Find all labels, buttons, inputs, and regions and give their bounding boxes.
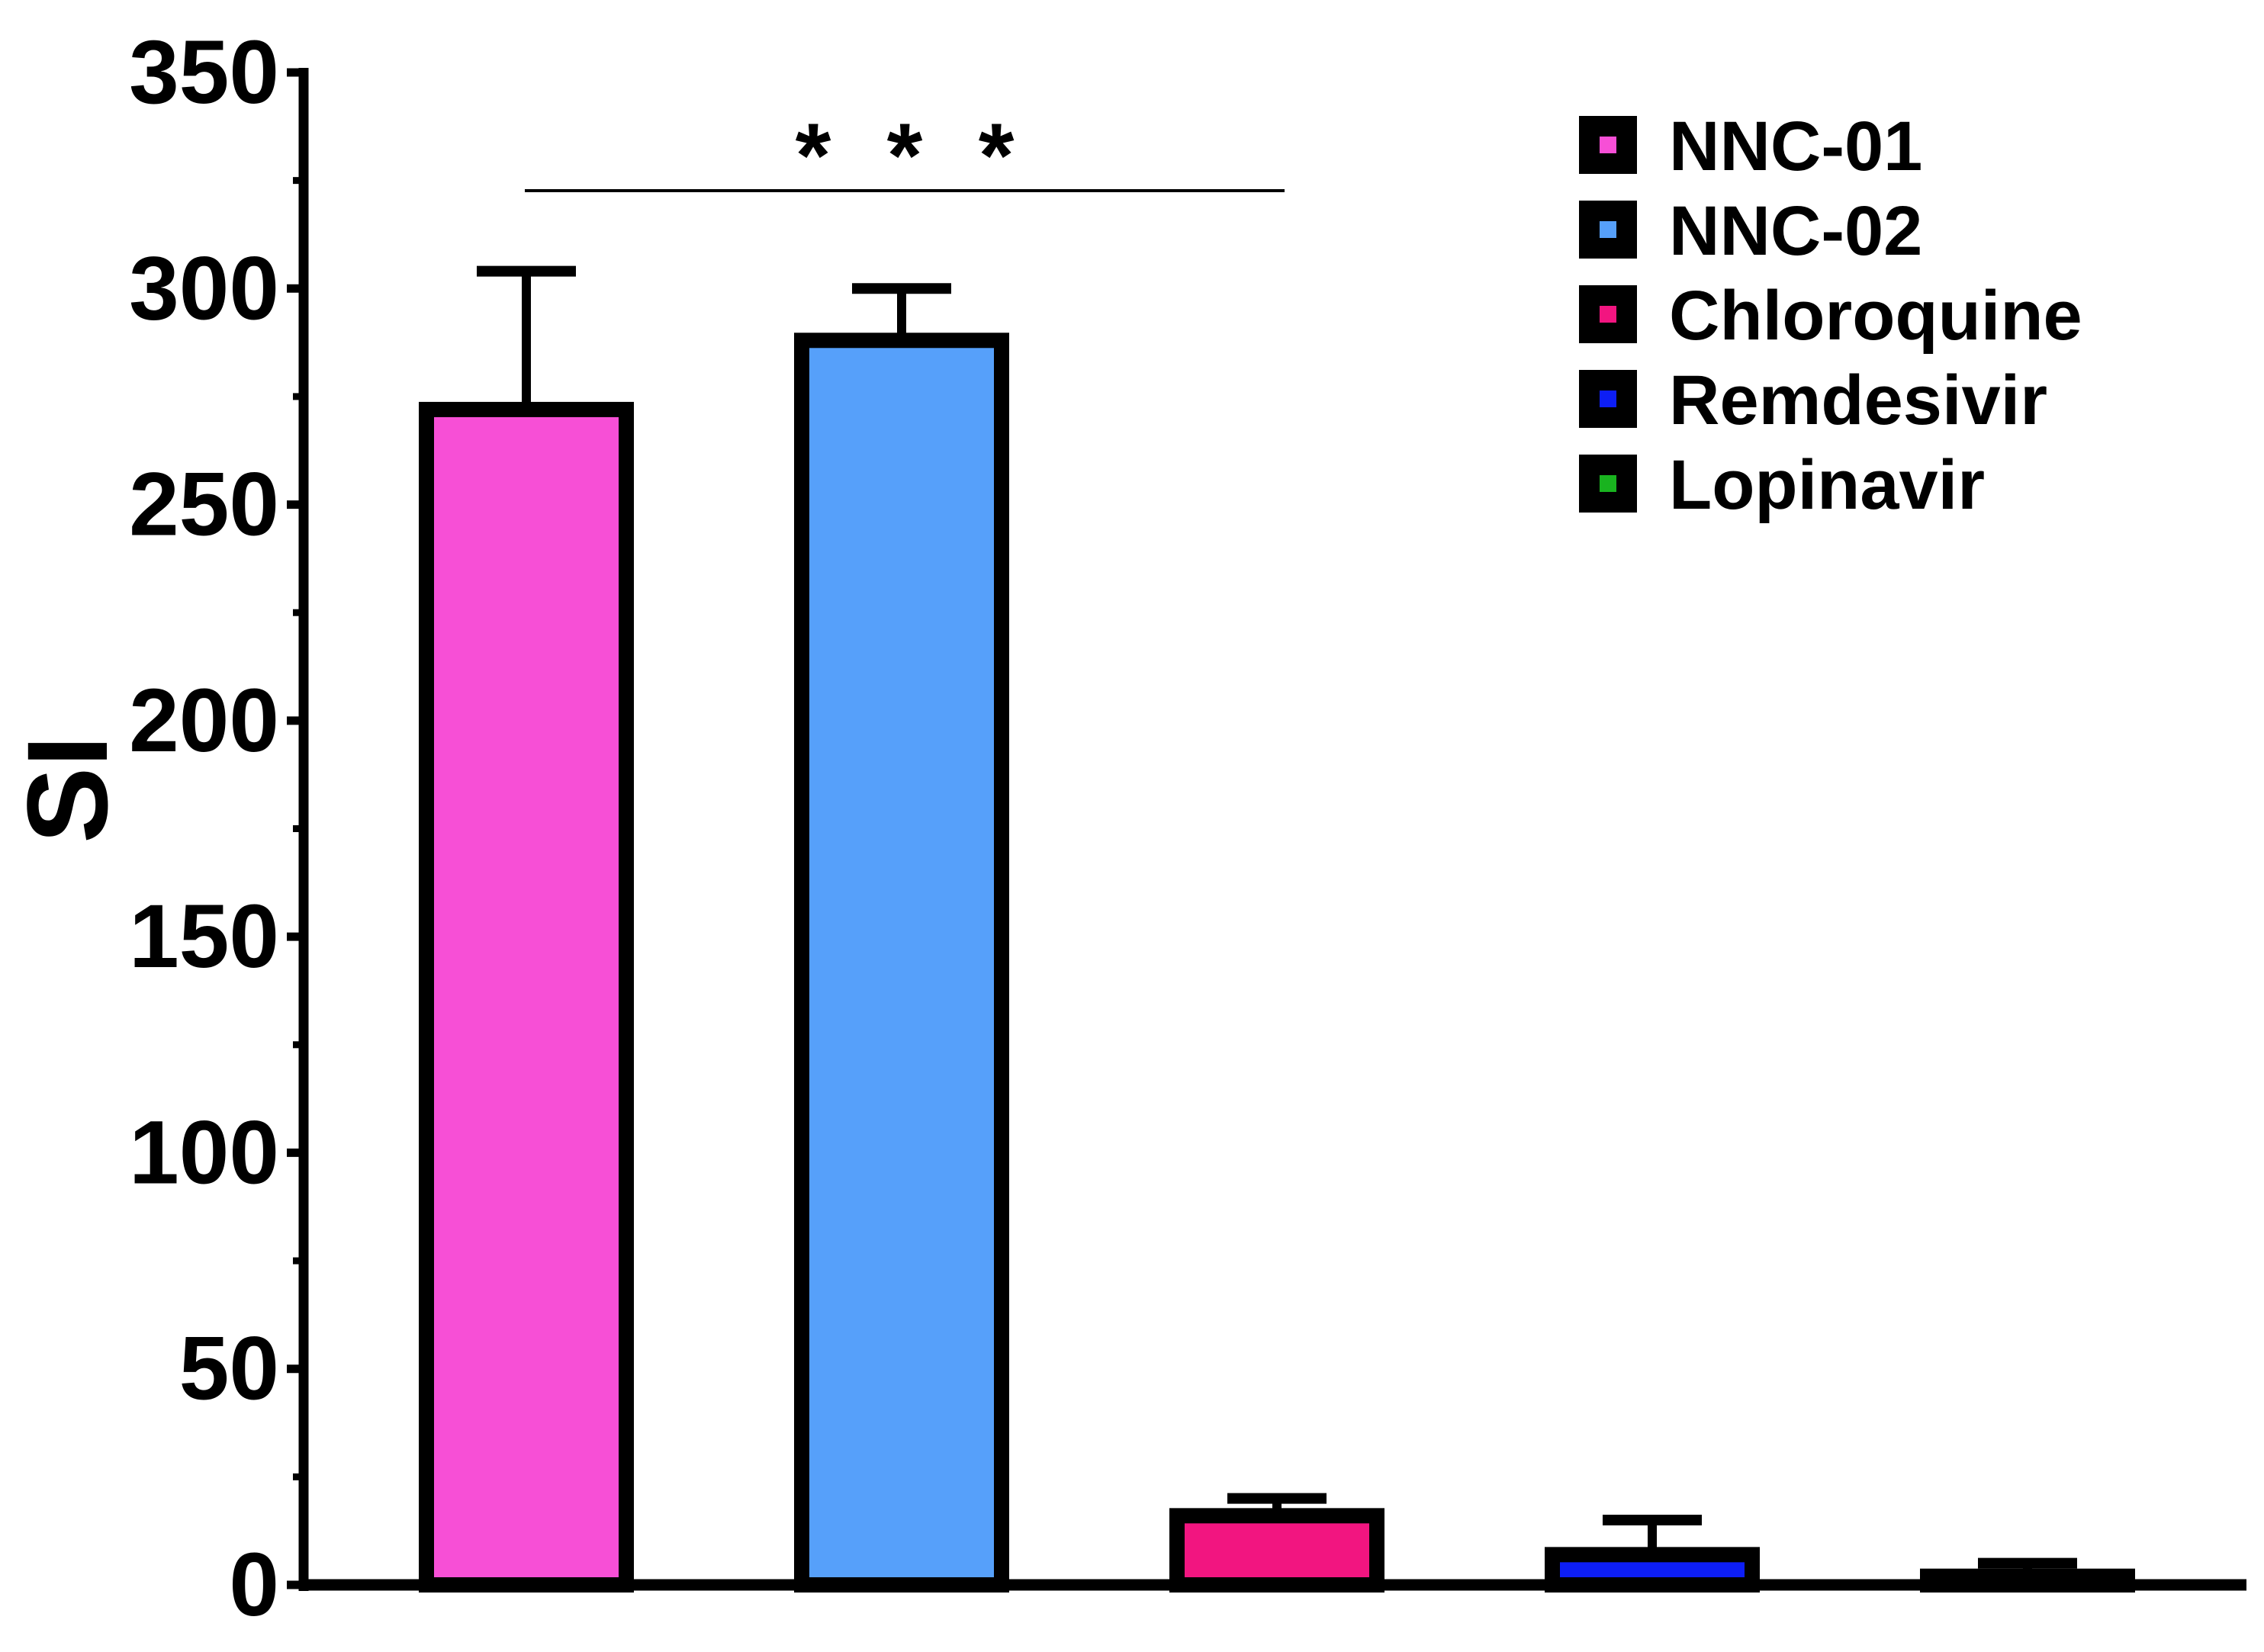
legend-label: Lopinavir <box>1669 446 1985 524</box>
y-tick-label: 250 <box>129 455 279 555</box>
y-tick-label: 0 <box>229 1535 279 1635</box>
y-tick-label: 200 <box>129 670 279 771</box>
y-axis: 0 50 100 150 200 250 300 350 <box>129 22 2246 1635</box>
significance-stars: * * * <box>796 104 1030 207</box>
legend-swatch <box>1600 306 1616 323</box>
legend-swatch <box>1600 221 1616 238</box>
y-tick-label: 50 <box>179 1319 279 1419</box>
legend-swatch <box>1600 391 1616 407</box>
legend-swatch <box>1600 137 1616 153</box>
significance-annotation: * * * <box>525 104 1285 207</box>
legend-label: Chloroquine <box>1669 277 2082 355</box>
y-axis-title: SI <box>3 735 131 844</box>
legend: NNC-01NNC-02ChloroquineRemdesivirLopinav… <box>1579 108 2082 524</box>
legend-swatch <box>1600 475 1616 492</box>
bar-chloroquine <box>1169 1508 1384 1593</box>
bar-nnc-02 <box>794 333 1009 1593</box>
legend-label: NNC-02 <box>1669 192 1922 270</box>
legend-label: Remdesivir <box>1669 362 2047 439</box>
y-tick-label: 150 <box>129 886 279 987</box>
y-tick-label: 350 <box>129 22 279 123</box>
y-tick-label: 300 <box>129 238 279 339</box>
bar-nnc-01 <box>419 401 634 1593</box>
legend-label: NNC-01 <box>1669 108 1922 185</box>
y-tick-label: 100 <box>129 1102 279 1203</box>
